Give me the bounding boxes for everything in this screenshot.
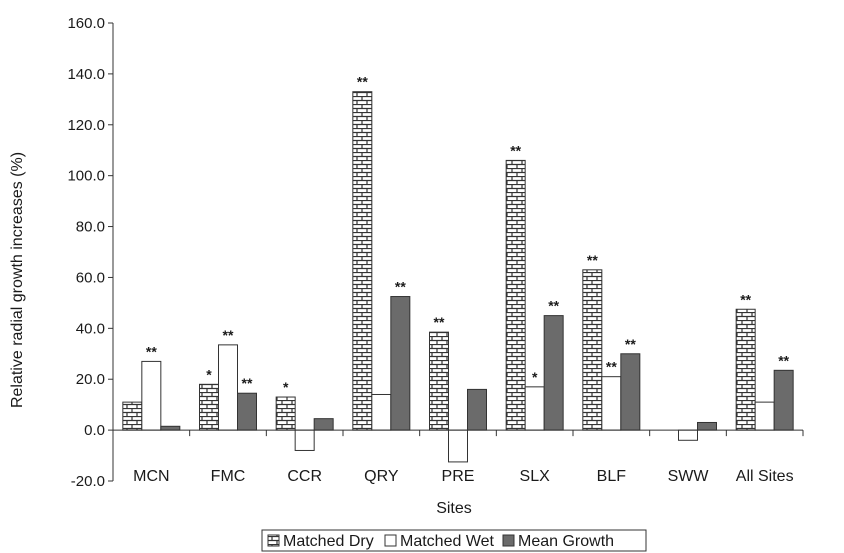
y-tick-label: 120.0 [67, 117, 105, 134]
sig-label-matched-wet: ** [146, 343, 157, 359]
bar-mean-growth [313, 418, 334, 431]
bar-matched-wet [601, 376, 622, 431]
bar-matched-wet [448, 429, 468, 463]
bar-mean-growth [620, 353, 641, 431]
bar-mean-growth [467, 388, 487, 431]
legend-label-matched-wet: Matched Wet [400, 533, 495, 550]
sig-label-mean-growth: ** [625, 336, 636, 352]
x-category-label: All Sites [736, 468, 794, 485]
bar-matched-dry [582, 269, 603, 431]
bar-mean-growth [237, 392, 257, 431]
bar-matched-wet [678, 429, 698, 441]
legend-swatch-matched-dry [267, 534, 280, 547]
bar-matched-wet [524, 386, 545, 431]
x-category-label: CCR [287, 468, 322, 485]
x-category-label: PRE [442, 468, 475, 485]
y-tick-label: 20.0 [76, 371, 105, 388]
bar-matched-dry [505, 159, 526, 431]
bar-matched-dry [735, 308, 756, 431]
sig-label-matched-dry: ** [434, 314, 445, 330]
x-category-label: SLX [520, 468, 551, 485]
sig-label-mean-growth: ** [778, 352, 789, 368]
y-tick-label: 0.0 [84, 422, 105, 439]
bar-matched-wet [754, 401, 775, 431]
x-category-label: BLF [597, 468, 627, 485]
bar-mean-growth [390, 296, 411, 431]
bars-layer: ******* ********************** [122, 74, 794, 463]
x-axis-title: Sites [436, 500, 472, 517]
bar-mean-growth [543, 315, 564, 431]
sig-label-mean-growth: ** [548, 298, 559, 314]
bar-matched-dry [352, 91, 373, 431]
x-category-label: SWW [668, 468, 710, 485]
legend-swatch-mean-growth [502, 534, 515, 547]
legend-box [261, 529, 647, 552]
bar-matched-dry [199, 383, 219, 431]
sig-label-matched-dry: ** [740, 291, 751, 307]
y-tick-label: 60.0 [76, 269, 105, 286]
bar-matched-dry [275, 396, 296, 431]
sig-label-matched-dry: * [206, 366, 212, 382]
sig-label-matched-dry: ** [357, 74, 368, 90]
y-axis: -20.0 0.0 20.0 40.0 60.0 80.0 100.0 120.0 140.0 1… [67, 15, 114, 490]
y-tick-label: 40.0 [76, 320, 105, 337]
legend: Matched Dry Matched Wet Mean Growth [261, 529, 647, 552]
bar-matched-dry [429, 331, 449, 431]
bar-matched-wet [294, 429, 315, 451]
y-tick-label: 80.0 [76, 219, 105, 236]
legend-label-mean-growth: Mean Growth [518, 533, 614, 550]
sig-label-mean-growth: ** [395, 279, 406, 295]
sig-label-matched-wet: ** [606, 359, 617, 375]
sig-label-matched-dry: ** [510, 142, 521, 158]
sig-label-matched-dry: ** [587, 252, 598, 268]
sig-label-matched-wet: * [532, 369, 538, 385]
sig-label-matched-wet: ** [223, 327, 234, 343]
x-category-label: FMC [211, 468, 246, 485]
bar-mean-growth [697, 421, 717, 431]
bar-matched-dry [122, 401, 143, 431]
bar-matched-wet [218, 344, 238, 431]
legend-swatch-matched-wet [384, 534, 397, 547]
y-axis-title: Relative radial growth increases (%) [9, 152, 26, 408]
sig-label-mean-growth: ** [242, 375, 253, 391]
x-axis: MCN FMC CCR QRY PRE SLX BLF SWW All Sites [112, 429, 804, 485]
legend-label-matched-dry: Matched Dry [283, 533, 374, 550]
y-tick-label: 100.0 [67, 168, 105, 185]
bar-matched-wet [141, 360, 162, 431]
bar-mean-growth [160, 425, 181, 431]
y-tick-label: 160.0 [67, 15, 105, 32]
x-category-label: MCN [133, 468, 169, 485]
sig-label-matched-dry: * [283, 379, 289, 395]
bar-mean-growth [773, 369, 794, 431]
y-tick-label: 140.0 [67, 66, 105, 83]
y-tick-label: -20.0 [71, 473, 105, 490]
x-category-label: QRY [364, 468, 399, 485]
bar-matched-wet [371, 393, 392, 431]
